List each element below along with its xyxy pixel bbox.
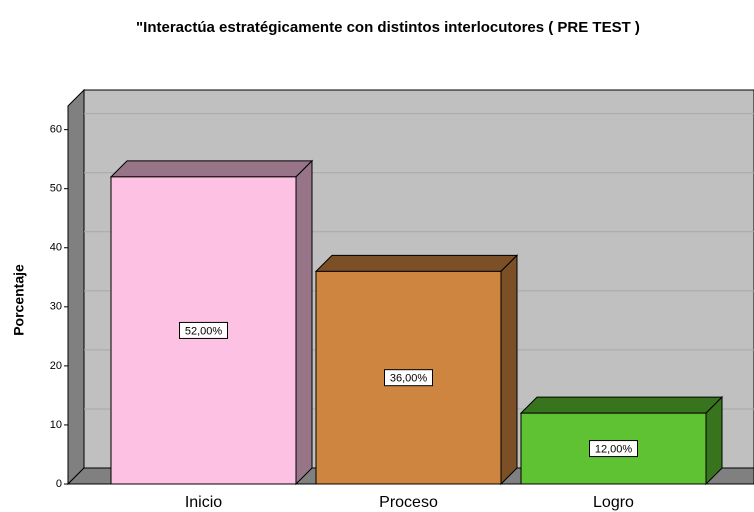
y-tick-label: 20 (50, 360, 62, 372)
value-label: 12,00% (595, 443, 633, 455)
x-tick-label: Proceso (379, 494, 438, 511)
left-wall (67, 88, 85, 486)
y-tick-label: 40 (50, 242, 62, 254)
y-tick-label: 50 (50, 183, 62, 195)
y-tick-label: 30 (50, 301, 62, 313)
value-label-box (179, 321, 228, 339)
bar-top (519, 396, 724, 414)
bar-side (705, 395, 723, 486)
bar-top (314, 254, 519, 272)
y-axis-label: Porcentaje (11, 264, 27, 336)
y-tick-label: 0 (56, 478, 62, 490)
chart-title: "Interactúa estratégicamente con distint… (136, 19, 640, 36)
value-label: 36,00% (390, 373, 428, 385)
bar-top (109, 160, 314, 178)
y-tick-label: 10 (50, 419, 62, 431)
value-label: 52,00% (185, 325, 223, 337)
value-label-box (589, 440, 638, 458)
value-label-box (384, 369, 433, 387)
x-tick-label: Inicio (185, 494, 222, 511)
y-tick-label: 60 (50, 124, 62, 136)
x-tick-label: Logro (593, 494, 634, 511)
bar-side (500, 254, 518, 486)
bar-side (295, 159, 313, 486)
